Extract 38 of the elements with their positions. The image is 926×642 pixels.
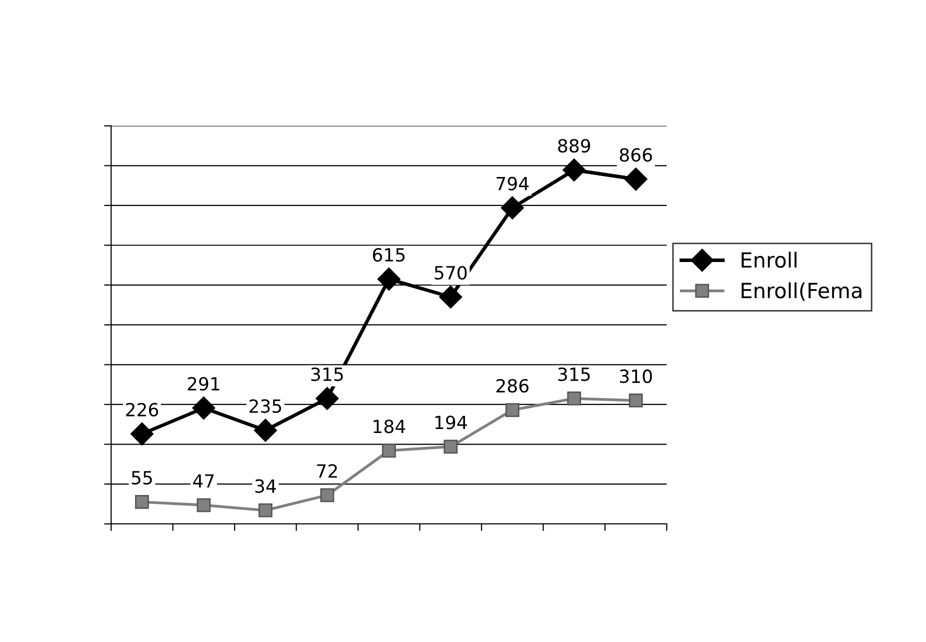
data-label: 226 bbox=[126, 402, 158, 417]
point bbox=[562, 158, 586, 182]
point bbox=[505, 403, 520, 417]
data-label: 315 bbox=[558, 367, 590, 382]
point bbox=[320, 488, 334, 502]
data-label: 184 bbox=[374, 420, 406, 434]
data-label: 235 bbox=[250, 399, 282, 413]
data-label: 794 bbox=[496, 176, 529, 190]
point bbox=[135, 495, 149, 509]
point bbox=[628, 394, 643, 408]
data-label: 315 bbox=[311, 367, 343, 382]
point bbox=[130, 422, 154, 446]
point bbox=[444, 440, 458, 454]
point bbox=[439, 285, 462, 308]
point bbox=[196, 498, 211, 512]
point bbox=[567, 392, 582, 406]
data-label: 866 bbox=[620, 148, 652, 162]
point bbox=[377, 268, 400, 291]
data-label: 570 bbox=[434, 266, 467, 280]
data-label: 72 bbox=[317, 464, 337, 478]
point bbox=[382, 444, 396, 458]
data-label: 47 bbox=[193, 474, 214, 488]
point bbox=[500, 196, 524, 220]
point bbox=[254, 418, 277, 442]
data-label: 310 bbox=[620, 369, 652, 384]
data-label: 889 bbox=[558, 138, 590, 153]
point bbox=[316, 386, 339, 410]
point bbox=[258, 503, 272, 518]
data-label: 291 bbox=[188, 377, 220, 391]
data-label: 194 bbox=[435, 416, 467, 430]
data-label: 286 bbox=[496, 378, 528, 393]
legend-label: Enroll bbox=[742, 252, 796, 268]
data-label: 34 bbox=[255, 479, 276, 493]
legend-label: Enroll(Fema bbox=[742, 282, 862, 301]
data-label: 55 bbox=[132, 471, 152, 485]
point bbox=[192, 396, 216, 420]
point bbox=[624, 168, 648, 191]
data-label: 615 bbox=[372, 248, 405, 262]
